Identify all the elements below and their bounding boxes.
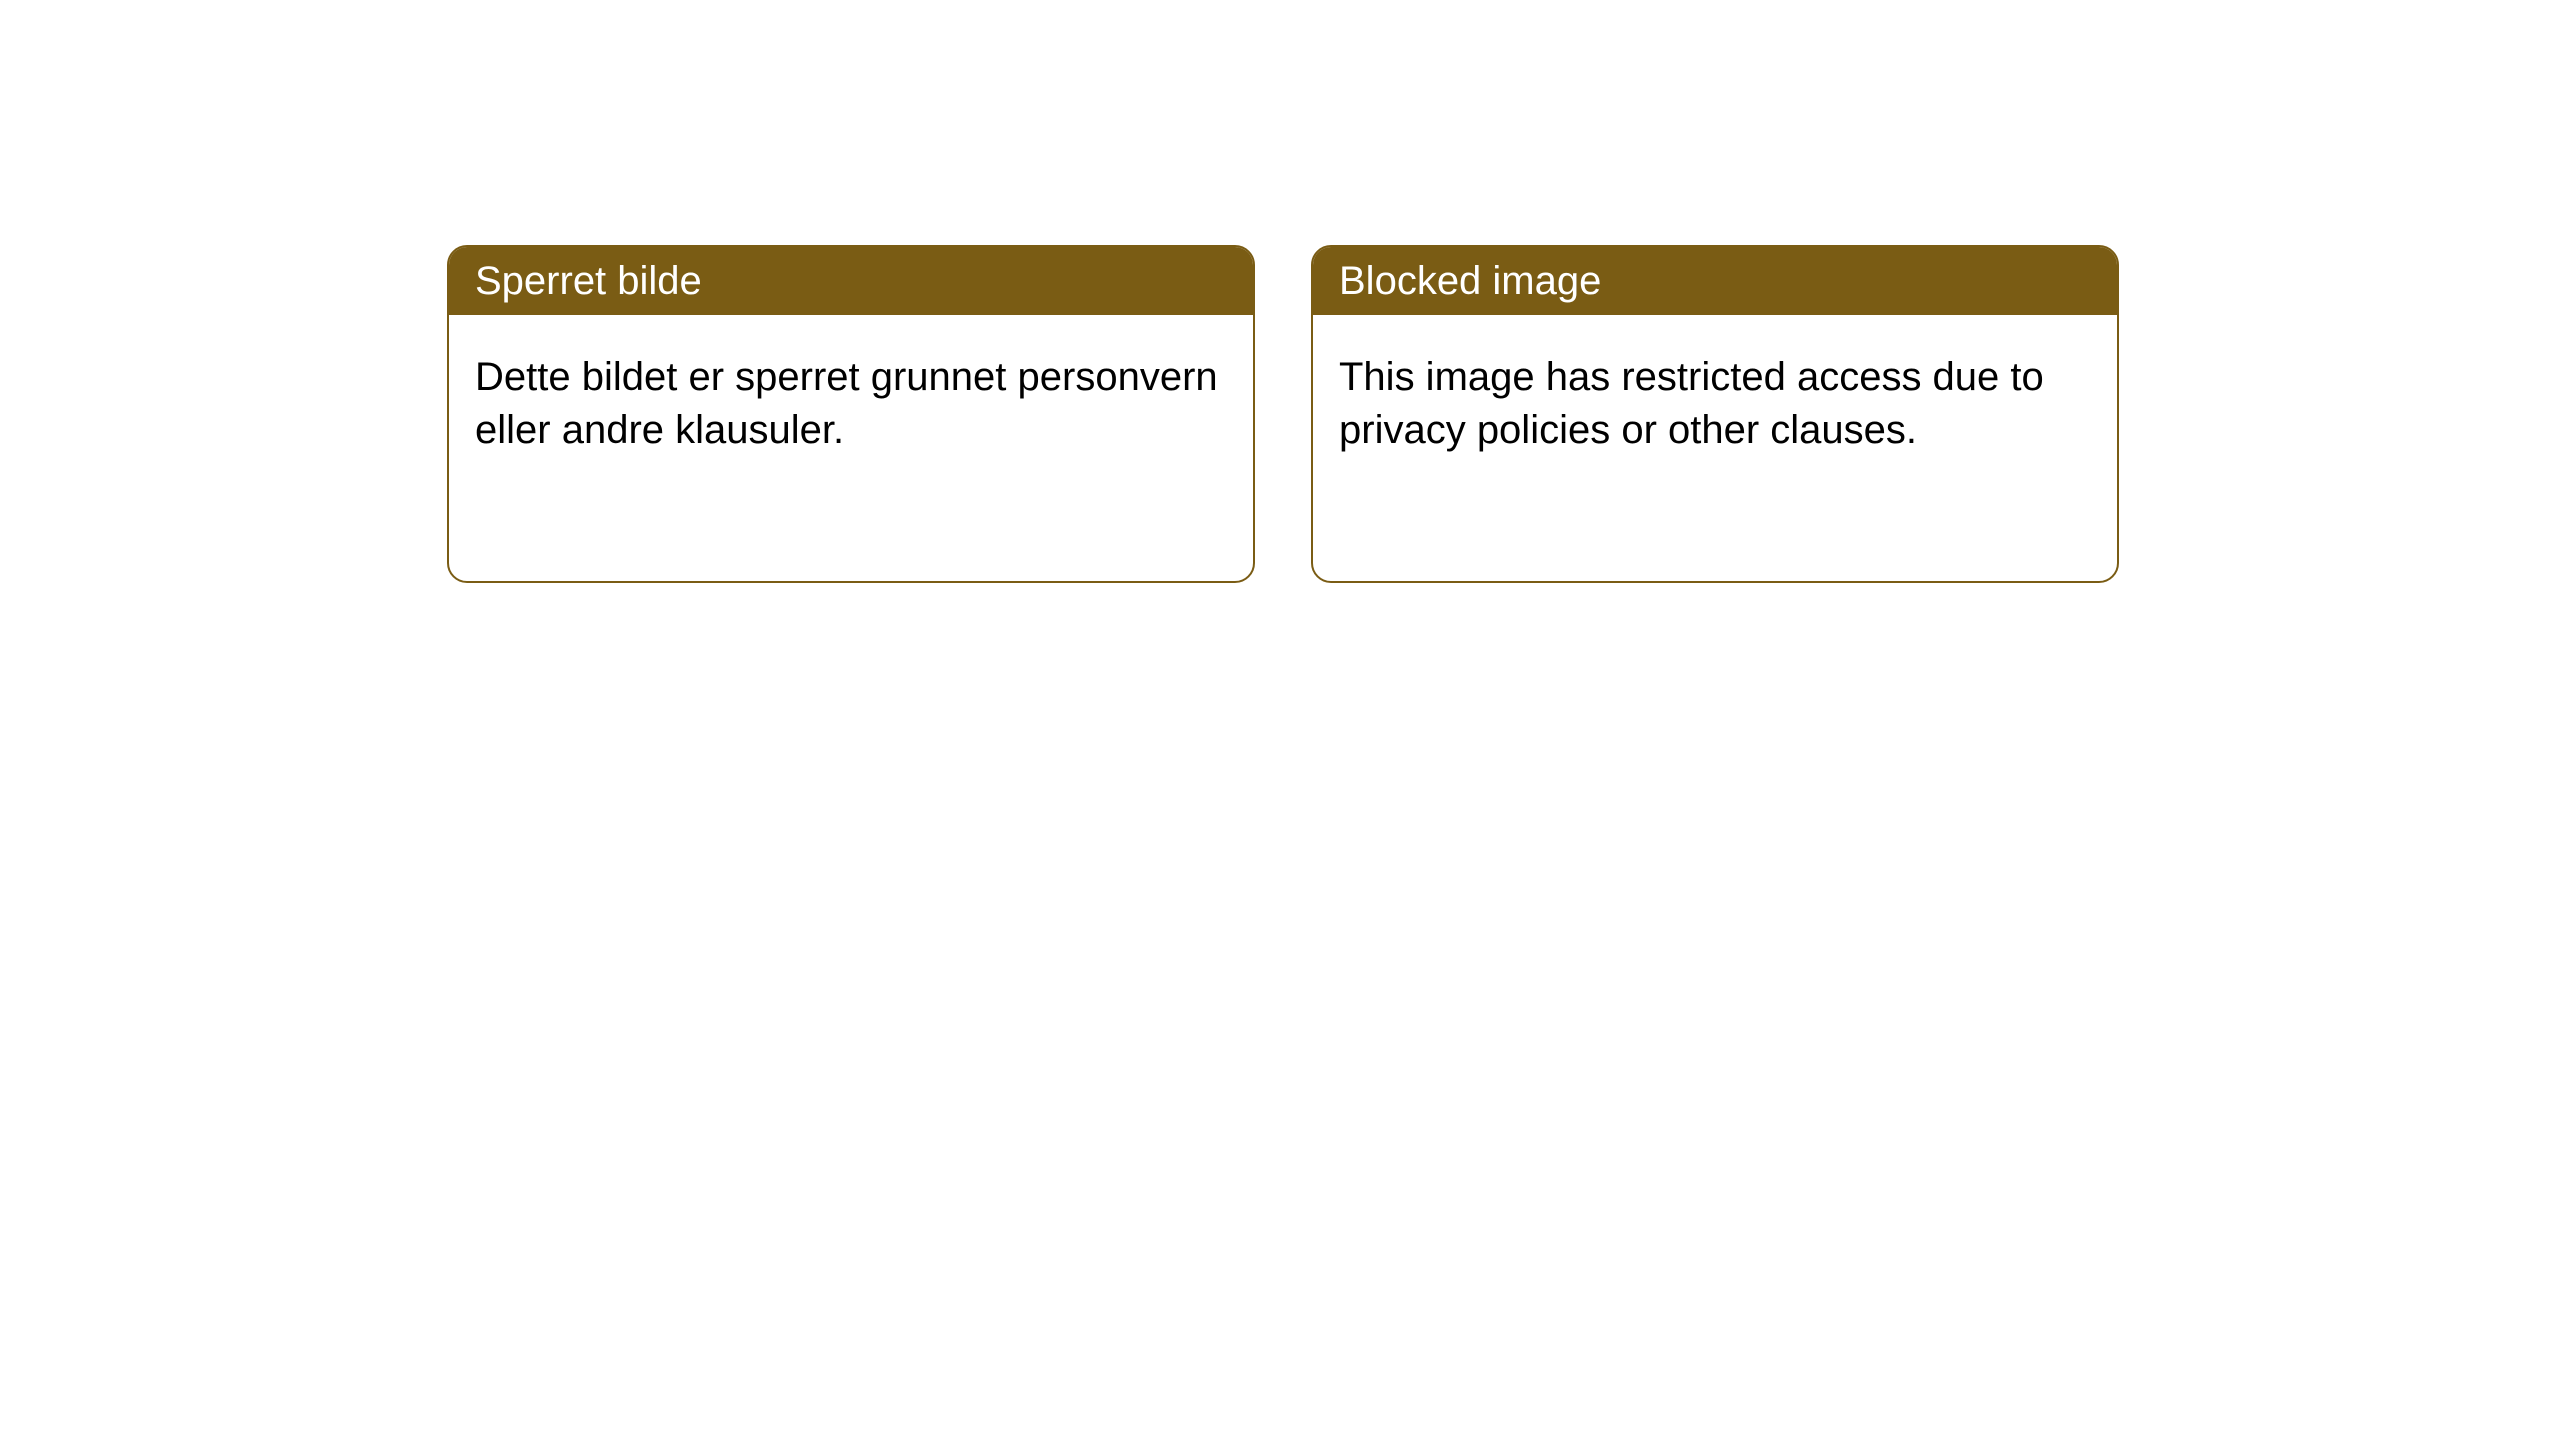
- notice-cards-row: Sperret bilde Dette bildet er sperret gr…: [0, 0, 2560, 583]
- blocked-image-card-en: Blocked image This image has restricted …: [1311, 245, 2119, 583]
- blocked-image-card-no: Sperret bilde Dette bildet er sperret gr…: [447, 245, 1255, 583]
- card-title: Sperret bilde: [449, 247, 1253, 315]
- card-title: Blocked image: [1313, 247, 2117, 315]
- card-body-text: Dette bildet er sperret grunnet personve…: [449, 315, 1253, 483]
- card-body-text: This image has restricted access due to …: [1313, 315, 2117, 483]
